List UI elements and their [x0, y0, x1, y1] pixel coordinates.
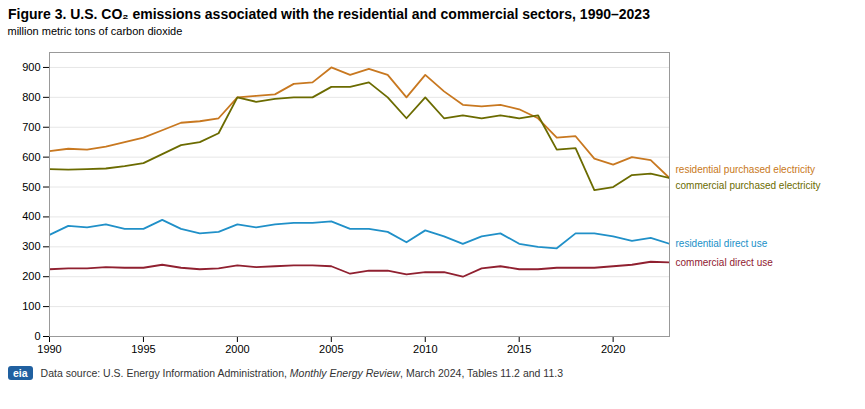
- svg-text:400: 400: [22, 210, 40, 222]
- svg-text:1995: 1995: [131, 343, 155, 355]
- html-text:eia: eia: [13, 367, 28, 379]
- html-text:Data source: U.S. Energy Infor: Data source: U.S. Energy Information Adm…: [40, 367, 563, 379]
- svg-text:900: 900: [22, 61, 40, 73]
- svg-text:500: 500: [22, 181, 40, 193]
- svg-text:2000: 2000: [225, 343, 249, 355]
- svg-text:800: 800: [22, 91, 40, 103]
- svg-text:0: 0: [34, 330, 40, 342]
- svg-text:300: 300: [22, 240, 40, 252]
- svg-text:100: 100: [22, 300, 40, 312]
- svg-text:residential purchased electric: residential purchased electricity: [676, 164, 816, 175]
- svg-text:commercial purchased electrici: commercial purchased electricity: [676, 180, 821, 191]
- html-text:Figure 3. U.S. CO₂ emissions a: Figure 3. U.S. CO₂ emissions associated …: [8, 6, 650, 22]
- svg-text:commercial direct use: commercial direct use: [676, 257, 774, 268]
- svg-text:residential direct use: residential direct use: [676, 238, 768, 249]
- svg-text:2010: 2010: [413, 343, 437, 355]
- svg-text:700: 700: [22, 121, 40, 133]
- svg-text:2015: 2015: [507, 343, 531, 355]
- svg-text:2005: 2005: [319, 343, 343, 355]
- svg-text:600: 600: [22, 151, 40, 163]
- svg-text:1990: 1990: [37, 343, 61, 355]
- svg-text:2020: 2020: [601, 343, 625, 355]
- svg-text:200: 200: [22, 270, 40, 282]
- svg-text:million metric tons of carbon: million metric tons of carbon dioxide: [8, 25, 183, 37]
